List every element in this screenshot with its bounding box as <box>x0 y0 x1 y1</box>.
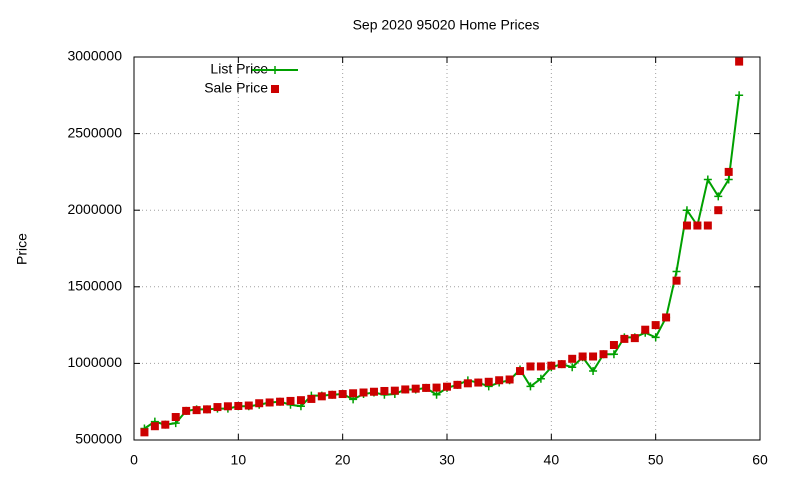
legend-swatch <box>271 85 279 93</box>
point <box>223 402 232 411</box>
point <box>432 383 441 392</box>
point <box>703 221 712 230</box>
point <box>234 401 243 410</box>
point <box>474 378 483 387</box>
point <box>568 354 577 363</box>
point <box>296 396 305 405</box>
x-tick-label: 60 <box>752 452 768 468</box>
point <box>401 385 410 394</box>
point <box>213 403 222 412</box>
point <box>182 406 191 415</box>
point <box>349 389 358 398</box>
x-tick-label: 50 <box>648 452 664 468</box>
point <box>328 390 337 399</box>
point <box>307 394 316 403</box>
point <box>536 374 545 383</box>
point <box>255 399 264 408</box>
point <box>422 383 431 392</box>
legend-label: List Price <box>210 61 268 77</box>
point <box>682 206 691 215</box>
point <box>286 396 295 405</box>
point <box>714 206 723 215</box>
point <box>714 192 723 201</box>
point <box>630 334 639 343</box>
x-tick-label: 10 <box>231 452 247 468</box>
point <box>526 382 535 391</box>
plot-border <box>133 56 761 441</box>
point <box>641 325 650 334</box>
point <box>443 382 451 391</box>
x-tick-label: 0 <box>130 452 138 468</box>
point <box>244 401 253 410</box>
point <box>161 420 170 429</box>
legend-swatch <box>271 66 279 74</box>
point <box>495 376 504 385</box>
point <box>265 398 274 407</box>
point <box>140 428 149 437</box>
point <box>317 392 326 401</box>
point <box>276 397 285 406</box>
y-tick-label: 500000 <box>75 431 122 447</box>
x-tick-label: 40 <box>544 452 560 468</box>
point <box>557 360 566 369</box>
y-tick-label: 2000000 <box>67 201 122 217</box>
point <box>724 175 733 184</box>
chart-title: Sep 2020 95020 Home Prices <box>353 17 540 33</box>
point <box>338 390 347 399</box>
series-line <box>143 95 741 430</box>
point <box>693 221 702 230</box>
point <box>578 352 587 361</box>
y-tick-label: 1500000 <box>67 278 122 294</box>
point <box>682 221 691 230</box>
point <box>171 413 180 422</box>
point <box>150 422 159 431</box>
point <box>380 386 389 395</box>
point <box>505 375 514 384</box>
point <box>672 267 681 276</box>
point <box>432 390 441 399</box>
point <box>735 91 744 100</box>
point <box>703 175 712 184</box>
point <box>536 362 545 371</box>
point <box>735 57 744 66</box>
point <box>609 341 618 350</box>
point <box>620 334 629 343</box>
point <box>651 321 660 330</box>
point <box>390 386 399 395</box>
point <box>651 333 660 342</box>
x-tick-label: 30 <box>439 452 455 468</box>
point <box>203 405 212 414</box>
legend-label: Sale Price <box>204 80 268 96</box>
point <box>609 350 618 359</box>
point <box>589 367 598 376</box>
point <box>516 367 525 376</box>
point <box>672 276 681 285</box>
y-tick-label: 1000000 <box>67 354 122 370</box>
y-axis-label: Price <box>14 233 30 265</box>
point <box>526 362 535 371</box>
point <box>359 388 368 397</box>
point <box>589 352 598 361</box>
point <box>599 350 608 359</box>
x-tick-label: 20 <box>335 452 351 468</box>
y-tick-label: 3000000 <box>67 48 122 64</box>
point <box>463 379 472 388</box>
point <box>411 384 420 393</box>
point <box>662 313 671 322</box>
point <box>453 380 462 389</box>
y-tick-label: 2500000 <box>67 124 122 140</box>
point <box>484 377 493 386</box>
point <box>568 363 577 372</box>
point <box>547 361 556 370</box>
point <box>192 406 201 415</box>
point <box>724 167 733 176</box>
point <box>369 387 378 396</box>
